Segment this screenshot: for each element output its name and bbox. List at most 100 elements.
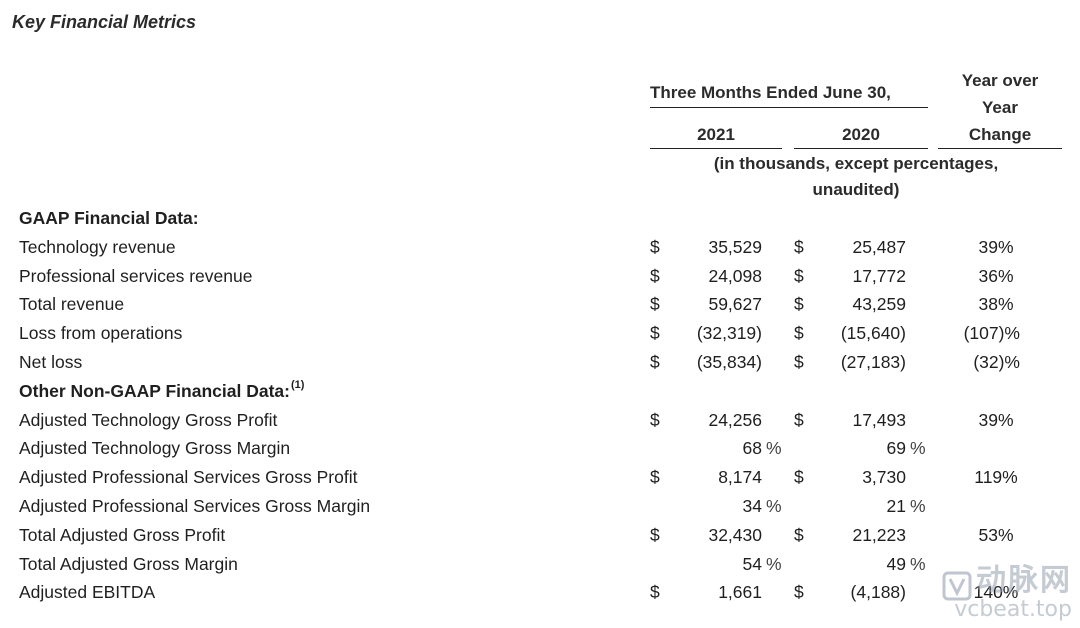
currency-2021: $ [650, 294, 660, 315]
value-2021: 32,430 [708, 524, 762, 545]
value-2021: 54 [742, 553, 762, 574]
header-period-rule [650, 107, 928, 108]
table-row: Net loss $ (35,834) $ (27,183) (32)% [0, 348, 1080, 377]
table-row: Adjusted Technology Gross Profit $24,256 $… [0, 406, 1080, 435]
header-change-line2: Year [982, 98, 1018, 117]
row-label: Adjusted EBITDA [19, 582, 156, 603]
header-year2-rule [794, 148, 928, 149]
header-units-line1: (in thousands, except percentages, [713, 154, 999, 173]
value-2021: 24,256 [708, 409, 762, 430]
yoy-change: (107)% [963, 323, 1020, 344]
percent-sign-2020: % [910, 438, 926, 459]
watermark-cn: 动脉网 [976, 563, 1072, 599]
row-label: Total Adjusted Gross Profit [19, 524, 226, 545]
currency-2020: $ [794, 236, 804, 257]
table-row: Adjusted Professional Services Gross Pro… [0, 463, 1080, 492]
header-year-2021: 2021 [697, 125, 735, 144]
row-label: Total Adjusted Gross Margin [19, 553, 238, 574]
yoy-change: 53% [978, 524, 1014, 545]
value-2020: 49 [886, 553, 906, 574]
yoy-change: 119% [974, 467, 1018, 488]
currency-2021: $ [650, 265, 660, 286]
currency-2020: $ [794, 524, 804, 545]
percent-sign-2021: % [766, 553, 782, 574]
value-2021: 34 [742, 496, 762, 516]
percent-sign-2020: % [910, 553, 926, 574]
value-2021: 35,529 [708, 236, 762, 257]
currency-2020: $ [794, 582, 804, 603]
table-row: Professional services revenue $24,098 $17,… [0, 262, 1080, 291]
row-label: Other Non-GAAP Financial Data: [19, 380, 290, 401]
percent-sign-2021: % [766, 496, 782, 516]
table-row: Adjusted EBITDA $1,661 $ (4,188) 140% [0, 578, 1080, 607]
yoy-change: 39% [978, 409, 1014, 430]
yoy-change: 36% [978, 265, 1014, 286]
currency-2021: $ [650, 409, 660, 430]
value-2021: 8,174 [718, 467, 762, 488]
value-2021: (32,319) [696, 323, 762, 344]
table-row: Total revenue $59,627 $43,259 38% [0, 290, 1080, 319]
value-2020: 69 [886, 438, 906, 459]
currency-2020: $ [794, 409, 804, 430]
percent-sign-2020: % [910, 496, 926, 516]
header-change-line3: Change [968, 125, 1032, 144]
value-2020: (27,183) [840, 352, 906, 372]
value-2020: 17,772 [852, 265, 906, 286]
value-2020: (15,640) [840, 323, 906, 344]
header-period: Three Months Ended June 30, [650, 83, 891, 102]
currency-2021: $ [650, 236, 660, 257]
currency-2021: $ [650, 524, 660, 545]
value-2020: 25,487 [852, 236, 906, 257]
value-2021: (35,834) [696, 352, 762, 372]
table-row: Total Adjusted Gross Profit $32,430 $21,22… [0, 521, 1080, 550]
row-label: Adjusted Technology Gross Margin [19, 438, 291, 459]
header-year-2020: 2020 [842, 125, 880, 144]
value-2020: 3,730 [862, 467, 906, 488]
currency-2021: $ [650, 352, 660, 372]
value-2021: 1,661 [718, 582, 762, 603]
currency-2020: $ [794, 467, 804, 488]
currency-2021: $ [650, 323, 660, 344]
value-2021: 59,627 [708, 294, 762, 315]
row-label: Total revenue [19, 294, 125, 315]
yoy-change: 140% [973, 582, 1019, 603]
value-2020: 43,259 [852, 294, 906, 315]
section-heading: GAAP Financial Data: [0, 204, 1080, 233]
row-label: Adjusted Professional Services Gross Pro… [19, 467, 358, 488]
header-year1-rule [650, 148, 782, 149]
currency-2021: $ [650, 467, 660, 488]
currency-2020: $ [794, 352, 804, 372]
table-title: Key Financial Metrics [12, 12, 197, 32]
table-row: Loss from operations $ (32,319) $ (15,640) (1… [0, 319, 1080, 348]
yoy-change: 39% [978, 236, 1014, 257]
row-label: Adjusted Technology Gross Profit [19, 409, 278, 430]
header-change-line1: Year over [961, 71, 1039, 90]
watermark-en: vcbeat.top [954, 597, 1072, 622]
yoy-change: (32)% [973, 352, 1020, 372]
value-2020: (4,188) [850, 582, 906, 603]
header-units-line2: unaudited) [812, 180, 900, 199]
currency-2021: $ [650, 582, 660, 603]
row-label: Professional services revenue [19, 265, 253, 286]
row-label: Loss from operations [19, 323, 183, 344]
footnote-marker: (1) [291, 378, 305, 391]
value-2020: 21 [886, 496, 906, 516]
value-2021: 24,098 [708, 265, 762, 286]
table-row: Adjusted Professional Services Gross Mar… [0, 492, 1080, 521]
watermark: 动脉网 vcbeat.top [942, 555, 1072, 622]
yoy-change: 38% [978, 294, 1014, 315]
value-2021: 68 [742, 438, 762, 459]
section-heading: Other Non-GAAP Financial Data: (1) [0, 377, 1080, 406]
percent-sign-2021: % [766, 438, 782, 459]
currency-2020: $ [794, 323, 804, 344]
row-label: Net loss [19, 352, 83, 372]
table-row: Technology revenue $35,529 $25,487 39% [0, 233, 1080, 262]
header-change-rule [938, 148, 1062, 149]
vcbeat-logo-icon [942, 571, 972, 601]
row-label: Technology revenue [19, 236, 176, 257]
value-2020: 17,493 [852, 409, 906, 430]
table-row: Adjusted Technology Gross Margin 68% 69% [0, 434, 1080, 463]
table-row: Total Adjusted Gross Margin 54% 49% [0, 550, 1080, 579]
currency-2020: $ [794, 265, 804, 286]
currency-2020: $ [794, 294, 804, 315]
